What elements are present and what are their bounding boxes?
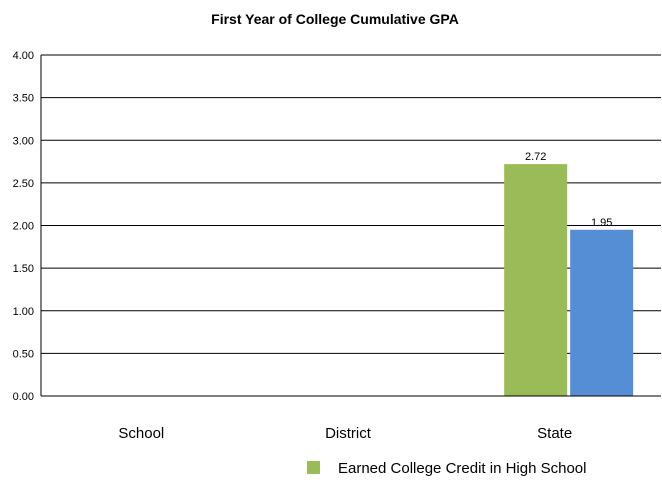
legend-swatch: [307, 461, 320, 474]
y-tick-label: 3.50: [13, 93, 34, 105]
bar: [570, 229, 634, 396]
y-tick-label: 3.00: [13, 135, 34, 147]
data-label: 1.95: [591, 217, 612, 229]
y-tick-label: 0.00: [13, 391, 34, 403]
data-label: 2.72: [525, 151, 546, 163]
y-tick-label: 1.00: [13, 306, 34, 318]
legend-label: Earned College Credit in High School: [338, 460, 586, 477]
y-tick-label: 4.00: [13, 50, 34, 62]
gridlines: [41, 54, 661, 397]
y-tick-label: 0.50: [13, 348, 34, 360]
y-tick-label: 2.00: [13, 221, 34, 233]
y-tick-label: 2.50: [13, 178, 34, 190]
x-tick-label: School: [118, 425, 164, 442]
bar: [504, 164, 568, 396]
x-tick-label: State: [537, 425, 572, 442]
x-axis-labels: School District State: [118, 425, 572, 442]
chart-title: First Year of College Cumulative GPA: [211, 11, 459, 27]
legend: Earned College Credit in High School: [307, 460, 586, 477]
y-axis-ticks: 0.00 0.50 1.00 1.50 2.00 2.50 3.00 3.50 4.00: [13, 50, 34, 403]
y-tick-label: 1.50: [13, 263, 34, 275]
axes: [40, 55, 661, 397]
x-tick-label: District: [325, 425, 372, 442]
bars: [504, 164, 634, 396]
data-labels: 2.72 1.95: [525, 151, 612, 229]
